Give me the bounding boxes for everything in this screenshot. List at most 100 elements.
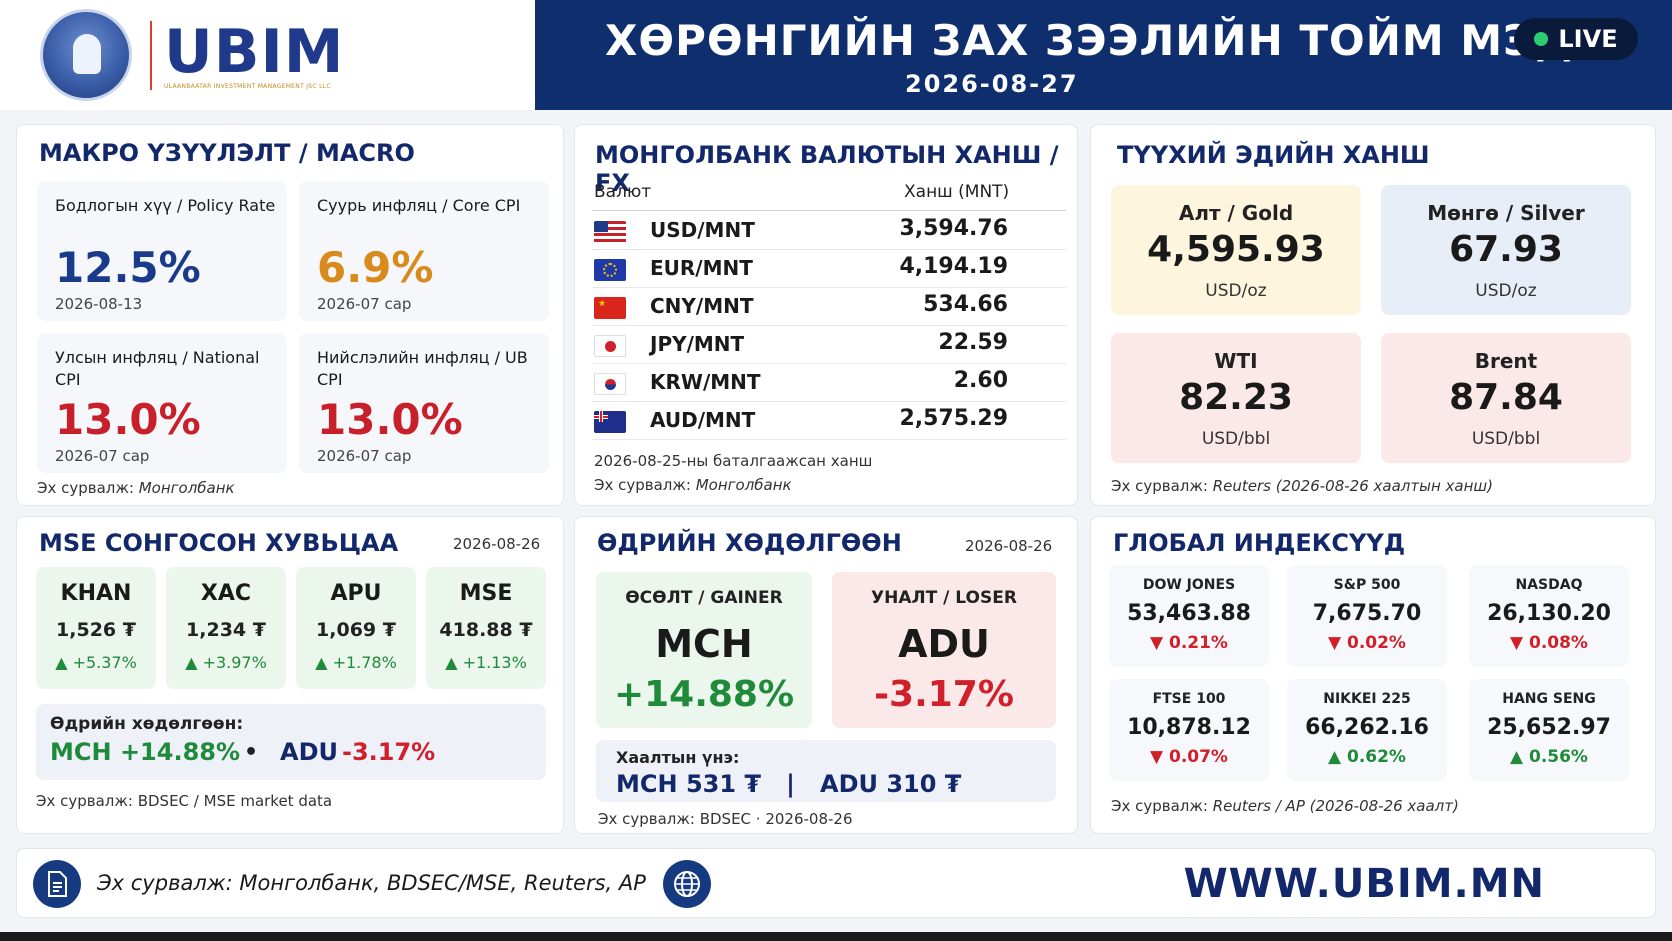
fx-card: МОНГОЛБАНК ВАЛЮТЫН ХАНШ / FX: [574, 124, 1078, 506]
close-label: Хаалтын үнэ:: [616, 748, 740, 767]
gainer-tag: ӨСӨЛТ / GAINER: [625, 588, 783, 608]
fx-rate: 2.60: [953, 368, 1008, 393]
index-change: ▼ 0.21%: [1150, 633, 1228, 653]
macro-label: Улсын инфляц / National CPI: [55, 348, 260, 389]
fx-header-divider: [592, 210, 1066, 211]
fx-pair: EUR/MNT: [650, 256, 753, 280]
moves-gainer: MCH +14.88%: [50, 738, 241, 766]
index-name: FTSE 100: [1152, 691, 1226, 707]
commodity-value: 82.23: [1179, 377, 1293, 418]
macro-national-cpi: Улсын инфляц / National CPI 13.0% 2026-0…: [37, 333, 287, 473]
index-name: S&P 500: [1333, 577, 1401, 593]
stock-card: APU 1,069 ₮ ▲ +1.78%: [296, 567, 416, 689]
stock-change: ▲ +3.97%: [185, 653, 267, 672]
commodities-title: ТҮҮХИЙ ЭДИЙН ХАНШ: [1117, 141, 1430, 169]
source-name: Reuters (2026-08-26 хаалтын ханш): [1212, 477, 1493, 495]
index-card: DOW JONES 53,463.88 ▼ 0.21%: [1109, 565, 1269, 667]
live-label: LIVE: [1558, 25, 1618, 53]
fx-rate: 22.59: [938, 330, 1008, 355]
loser-ticker: ADU: [898, 622, 990, 666]
fx-row: KRW/MNT 2.60: [592, 364, 1066, 402]
index-name: DOW JONES: [1142, 577, 1236, 593]
index-name: NIKKEI 225: [1323, 691, 1411, 707]
macro-value: 12.5%: [55, 243, 201, 292]
fx-note: 2026-08-25-ны баталгаажсан ханш: [594, 452, 873, 470]
index-value: 53,463.88: [1127, 601, 1251, 626]
source-name: Reuters / AP (2026-08-26 хаалт): [1212, 797, 1459, 815]
loser-pct: -3.17%: [874, 674, 1014, 715]
macro-card: МАКРО ҮЗҮҮЛЭЛТ / MACRO Бодлогын хүү / Po…: [16, 124, 564, 506]
close-values: MCH 531 ₮ | ADU 310 ₮: [616, 770, 962, 798]
stock-ticker: APU: [330, 581, 382, 606]
globe-icon: [663, 860, 711, 908]
index-card: HANG SENG 25,652.97 ▲ 0.56%: [1469, 679, 1629, 781]
index-card: FTSE 100 10,878.12 ▼ 0.07%: [1109, 679, 1269, 781]
macro-source: Эх сурвалж: Монголбанк: [37, 479, 235, 497]
index-change: ▼ 0.08%: [1510, 633, 1588, 653]
index-name: HANG SENG: [1502, 691, 1596, 707]
commodity-value: 4,595.93: [1147, 229, 1325, 270]
macro-policy-rate: Бодлогын хүү / Policy Rate 12.5% 2026-08…: [37, 181, 287, 321]
document-icon: [33, 860, 81, 908]
mse-title: MSE СОНГОСОН ХУВЬЦАА: [39, 529, 399, 557]
live-dot-icon: [1534, 32, 1549, 46]
au-flag-icon: [594, 411, 626, 433]
logo-subtitle: ULAANBAATAR INVESTMENT MANAGEMENT JSC LL…: [164, 82, 331, 90]
commodity-value: 87.84: [1449, 377, 1563, 418]
macro-date: 2026-07 сар: [55, 447, 150, 465]
indices-source: Эх сурвалж: Reuters / AP (2026-08-26 хаа…: [1111, 797, 1459, 815]
stock-price: 1,526 ₮: [56, 619, 136, 641]
bottom-band: [0, 932, 1672, 941]
jp-flag-icon: [594, 335, 626, 357]
source-prefix: Эх сурвалж:: [1111, 797, 1213, 815]
commodity-wti: WTI 82.23 USD/bbl: [1111, 333, 1361, 463]
commodity-unit: USD/oz: [1205, 281, 1267, 301]
stock-ticker: KHAN: [60, 581, 132, 606]
macro-ub-cpi: Нийслэлийн инфляц / UB CPI 13.0% 2026-07…: [299, 333, 549, 473]
daily-title: ӨДРИЙН ХӨДӨЛГӨӨН: [597, 529, 902, 557]
commodities-source: Эх сурвалж: Reuters (2026-08-26 хаалтын …: [1111, 477, 1493, 495]
source-name: Монголбанк: [695, 476, 792, 494]
commodity-unit: USD/oz: [1475, 281, 1537, 301]
stock-price: 1,234 ₮: [186, 619, 266, 641]
loser-tag: УНАЛТ / LOSER: [871, 588, 1017, 608]
stock-change: ▲ +1.13%: [445, 653, 527, 672]
gainer-card: ӨСӨЛТ / GAINER MCH +14.88%: [596, 572, 812, 728]
commodity-silver: Мөнгө / Silver 67.93 USD/oz: [1381, 185, 1631, 315]
footer: Эх сурвалж: Монголбанк, BDSEC/MSE, Reute…: [16, 848, 1656, 918]
commodity-unit: USD/bbl: [1471, 429, 1541, 449]
stock-card: XAC 1,234 ₮ ▲ +3.97%: [166, 567, 286, 689]
moves-loser-ticker: ADU: [280, 738, 338, 766]
commodity-brent: Brent 87.84 USD/bbl: [1381, 333, 1631, 463]
commodity-name: WTI: [1214, 349, 1258, 373]
commodity-name: Мөнгө / Silver: [1427, 201, 1585, 225]
macro-date: 2026-08-13: [55, 295, 143, 313]
fx-pair: KRW/MNT: [650, 370, 761, 394]
macro-title: МАКРО ҮЗҮҮЛЭЛТ / MACRO: [39, 139, 415, 167]
commodity-value: 67.93: [1449, 229, 1563, 270]
fx-pair: AUD/MNT: [650, 408, 756, 432]
index-change: ▲ 0.62%: [1328, 747, 1406, 767]
moves-label: Өдрийн хөдөлгөөн:: [50, 714, 244, 734]
index-name: NASDAQ: [1515, 577, 1583, 593]
website-link[interactable]: WWW.UBIM.MN: [1183, 861, 1545, 907]
source-prefix: Эх сурвалж:: [594, 476, 696, 494]
fx-row: EUR/MNT 4,194.19: [592, 250, 1066, 288]
live-badge: LIVE: [1514, 18, 1638, 60]
source-prefix: Эх сурвалж:: [1111, 477, 1213, 495]
macro-label: Суурь инфляц / Core CPI: [317, 196, 521, 215]
index-change: ▲ 0.56%: [1510, 747, 1588, 767]
moves-loser-pct: -3.17%: [342, 738, 436, 766]
cn-flag-icon: ★: [594, 297, 626, 319]
stock-change: ▲ +5.37%: [55, 653, 137, 672]
fx-row: USD/MNT 3,594.76: [592, 212, 1066, 250]
daily-source: Эх сурвалж: BDSEC · 2026-08-26: [598, 810, 853, 828]
daily-moves-summary: Өдрийн хөдөлгөөн: MCH +14.88% • ADU -3.1…: [36, 704, 546, 780]
close-price-box: Хаалтын үнэ: MCH 531 ₮ | ADU 310 ₮: [596, 740, 1056, 802]
mse-date: 2026-08-26: [453, 535, 541, 553]
commodity-name: Brent: [1474, 349, 1538, 373]
fx-pair: JPY/MNT: [650, 332, 745, 356]
commodity-name: Алт / Gold: [1178, 201, 1294, 225]
stock-card: KHAN 1,526 ₮ ▲ +5.37%: [36, 567, 156, 689]
index-value: 25,652.97: [1487, 715, 1611, 740]
